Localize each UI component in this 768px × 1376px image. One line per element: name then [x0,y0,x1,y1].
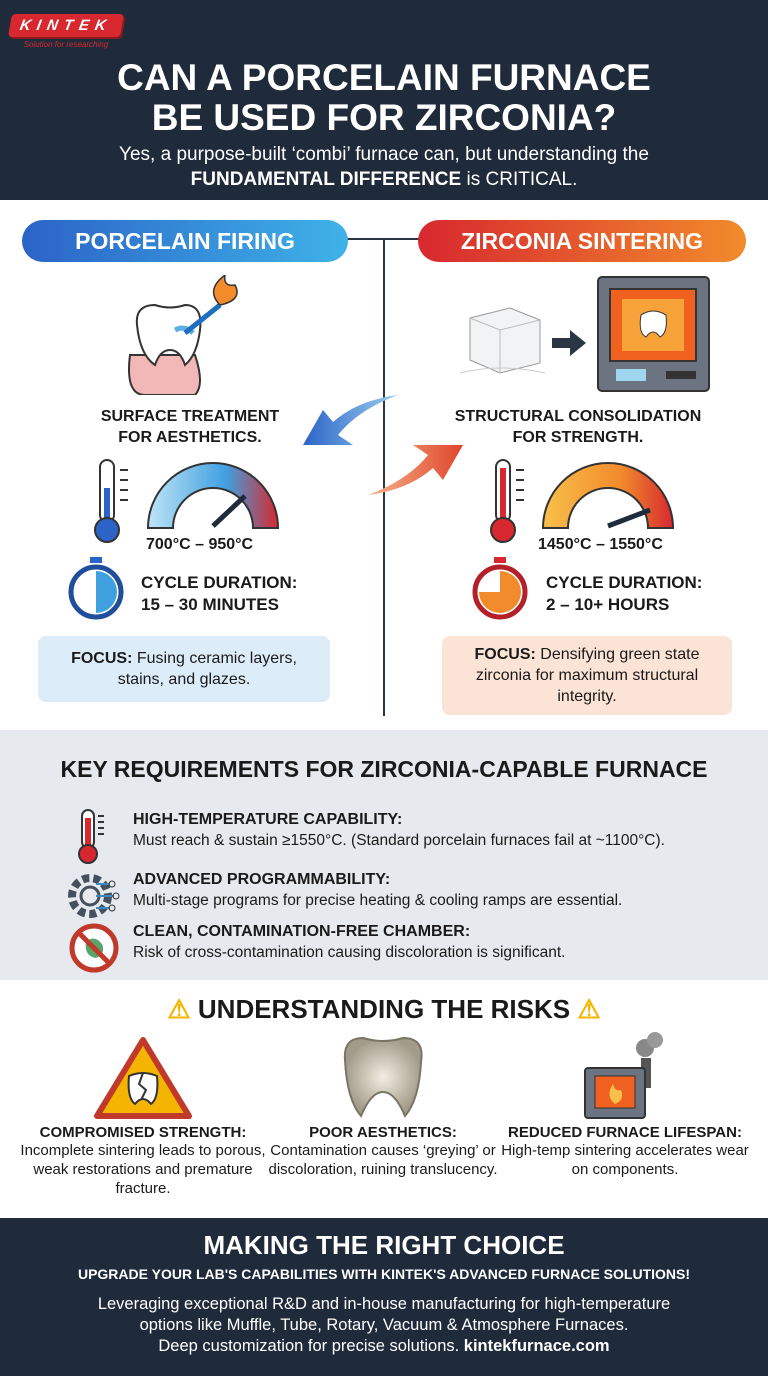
risk-title: POOR AESTHETICS: [309,1124,457,1141]
cycle-label: CYCLE DURATION: [546,573,703,592]
purpose-line-1: STRUCTURAL CONSOLIDATION [454,408,702,425]
tooth-flame-icon [128,275,238,395]
divider [383,238,385,716]
risk-title: COMPROMISED STRENGTH: [39,1124,247,1141]
zirconia-cycle: CYCLE DURATION: 2 – 10+ HOURS [546,572,702,616]
risk-desc: Contamination causes ‘greying’ or discol… [268,1142,498,1178]
sintering-furnace-icon [597,276,710,392]
porcelain-focus-box: FOCUS: Fusing ceramic layers, stains, an… [38,636,330,702]
zirconia-block-icon [460,307,546,374]
requirement-item: ADVANCED PROGRAMMABILITY: Multi-stage pr… [66,868,756,924]
smoking-furnace-icon [584,1032,663,1119]
stopwatch-icon [68,557,124,620]
porcelain-purpose: SURFACE TREATMENT FOR AESTHETICS. [0,406,380,448]
stopwatch-icon [472,557,528,620]
footer-title: MAKING THE RIGHT CHOICE [203,1230,565,1260]
website-link[interactable]: kintekfurnace.com [463,1337,610,1355]
risk-desc: High-temp sintering accelerates wear on … [501,1142,749,1178]
footer-line-2: options like Muffle, Tube, Rotary, Vacuu… [139,1316,629,1334]
logo-name: KINTEK [7,14,124,37]
temperature-gauge-icon [541,462,675,529]
requirement-item: CLEAN, CONTAMINATION-FREE CHAMBER: Risk … [66,920,756,976]
zirconia-sintering-label: ZIRCONIA SINTERING [418,220,746,262]
focus-label: FOCUS: [71,650,133,667]
footer-subtitle: UPGRADE YOUR LAB'S CAPABILITIES WITH KIN… [77,1266,691,1282]
requirement-title: CLEAN, CONTAMINATION-FREE CHAMBER: [133,923,471,940]
footer-line-3: Deep customization for precise solutions… [158,1337,464,1355]
footer: MAKING THE RIGHT CHOICE UPGRADE YOUR LAB… [0,1218,768,1376]
zirconia-column: STRUCTURAL CONSOLIDATION FOR STRENGTH. 14… [388,200,768,730]
focus-text: Fusing ceramic layers, stains, and glaze… [117,650,297,688]
requirement-desc: Multi-stage programs for precise heating… [133,892,623,909]
title-line-2: BE USED FOR ZIRCONIA? [151,97,617,138]
arrow-right-icon [552,330,586,356]
subtitle-end: is CRITICAL. [461,169,578,190]
warning-icon: ⚠ [577,994,601,1024]
warning-icon: ⚠ [167,994,191,1024]
zirconia-temperature-range: 1450°C – 1550°C [538,536,663,553]
kintek-logo: KINTEK Solution for researching [7,14,124,49]
footer-line-1: Leveraging exceptional R&D and in-house … [97,1295,671,1313]
key-requirements-section: KEY REQUIREMENTS FOR ZIRCONIA-CAPABLE FU… [0,730,768,980]
requirement-item: HIGH-TEMPERATURE CAPABILITY: Must reach … [66,808,756,864]
cycle-value: 15 – 30 MINUTES [141,595,279,614]
purpose-line-2: FOR AESTHETICS. [118,429,262,446]
subtitle-line-1: Yes, a purpose-built ‘combi’ furnace can… [119,144,649,165]
requirements-title: KEY REQUIREMENTS FOR ZIRCONIA-CAPABLE FU… [60,756,708,782]
porcelain-cycle: CYCLE DURATION: 15 – 30 MINUTES [141,572,297,616]
footer-description: Leveraging exceptional R&D and in-house … [0,1294,768,1357]
thermometer-icon [94,459,128,543]
zirconia-purpose: STRUCTURAL CONSOLIDATION FOR STRENGTH. [388,406,768,448]
requirement-title: HIGH-TEMPERATURE CAPABILITY: [133,811,403,828]
risk-item: POOR AESTHETICS: Contamination causes ‘g… [258,1020,508,1179]
porcelain-column: SURFACE TREATMENT FOR AESTHETICS. 700°C –… [0,200,380,730]
thermometer-icon [490,459,524,543]
risks-title-text: UNDERSTANDING THE RISKS [197,994,571,1024]
subtitle: Yes, a purpose-built ‘combi’ furnace can… [0,142,768,192]
broken-tooth-warning-icon [94,1037,192,1119]
focus-label: FOCUS: [474,646,536,663]
risk-desc: Incomplete sintering leads to porous, we… [20,1142,266,1197]
temperature-gauge-icon [146,462,280,529]
purpose-line-2: FOR STRENGTH. [512,429,644,446]
gear-circuit-icon [68,874,120,918]
focus-text: Densifying green state zirconia for maxi… [475,646,700,705]
header: KINTEK Solution for researching CAN A PO… [0,0,768,200]
title-line-1: CAN A PORCELAIN FURNACE [117,57,651,98]
risks-title: ⚠ UNDERSTANDING THE RISKS ⚠ [0,994,768,1025]
risk-item: REDUCED FURNACE LIFESPAN: High-temp sint… [500,1020,750,1179]
purpose-line-1: SURFACE TREATMENT [100,408,280,425]
comparison-section: PORCELAIN FIRING ZIRCONIA SINTERING SURF… [0,200,768,730]
requirement-desc: Must reach & sustain ≥1550°C. (Standard … [133,832,665,849]
divider-connector [340,238,428,240]
porcelain-temperature-range: 700°C – 950°C [146,536,254,553]
risk-title: REDUCED FURNACE LIFESPAN: [508,1124,742,1141]
zirconia-focus-box: FOCUS: Densifying green state zirconia f… [442,636,732,715]
grey-crown-icon [343,1036,423,1118]
cycle-value: 2 – 10+ HOURS [546,595,670,614]
exchange-arrows-icon [303,395,463,495]
no-contamination-icon [69,923,119,973]
logo-tagline: Solution for researching [23,40,109,49]
risks-section: ⚠ UNDERSTANDING THE RISKS ⚠ COMPROMISED … [0,980,768,1218]
cycle-label: CYCLE DURATION: [141,573,298,592]
subtitle-bold: FUNDAMENTAL DIFFERENCE [190,169,462,190]
porcelain-firing-label: PORCELAIN FIRING [22,220,348,262]
requirement-title: ADVANCED PROGRAMMABILITY: [133,871,391,888]
page-title: CAN A PORCELAIN FURNACE BE USED FOR ZIRCO… [0,58,768,138]
requirement-desc: Risk of cross-contamination causing disc… [133,944,566,961]
risk-item: COMPROMISED STRENGTH: Incomplete sinteri… [18,1020,268,1198]
thermometer-icon [78,809,104,864]
